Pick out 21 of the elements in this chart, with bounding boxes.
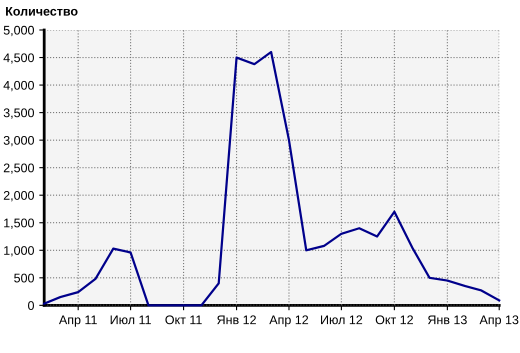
y-tick-label: 3,500 [4, 108, 34, 119]
y-tick-label: 500 [14, 274, 34, 282]
y-tick-label: 0 [28, 301, 34, 310]
x-tick-label: Апр 12 [269, 315, 308, 327]
y-axis-title: Количество [6, 6, 78, 16]
y-tick-label: 2,500 [4, 163, 34, 174]
x-tick-label: Апр 11 [58, 316, 97, 327]
y-tick-label: 3,000 [4, 136, 34, 146]
y-tick-label: 4,000 [3, 80, 34, 92]
y-tick-label: 4,500 [3, 53, 34, 64]
y-tick-label: 5,000 [4, 26, 34, 36]
y-tick-label: 1,500 [4, 218, 34, 229]
x-tick-label: Июл 12 [321, 315, 362, 324]
x-tick-label: Янв 13 [428, 315, 467, 324]
y-tick-label: 1,000 [4, 246, 34, 256]
x-tick-label: Янв 12 [217, 315, 256, 324]
x-tick-label: Июл 11 [110, 316, 151, 324]
x-tick-label: Окт 12 [376, 315, 413, 324]
y-tick-label: 2,000 [4, 191, 34, 202]
x-tick-label: Окт 11 [165, 315, 202, 324]
x-tick-label: Апр 13 [480, 315, 518, 327]
